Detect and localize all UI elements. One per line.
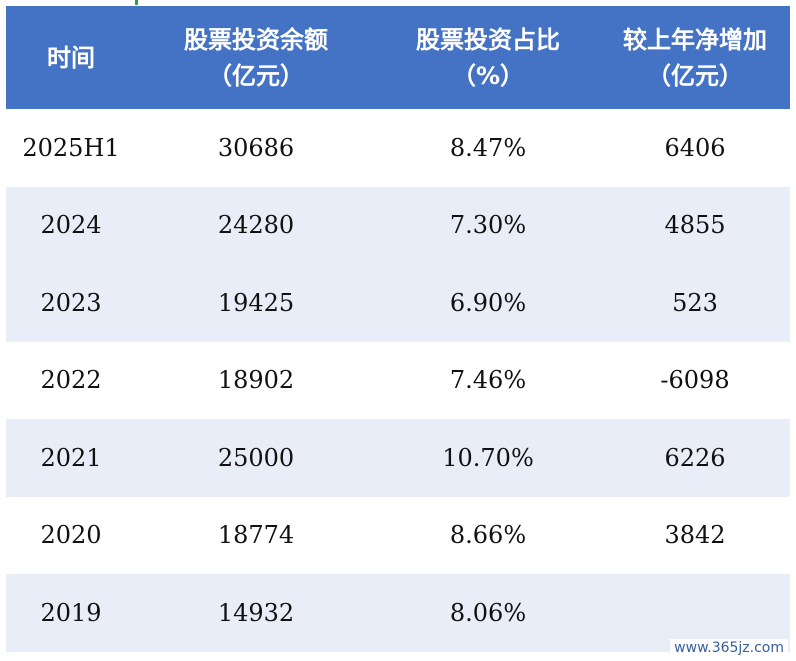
cell-balance: 19425 <box>217 288 295 317</box>
cell-increase: 523 <box>672 288 718 317</box>
cell-balance: 24280 <box>217 211 295 240</box>
cell-time: 2022 <box>40 366 102 395</box>
cell-time: 2025H1 <box>22 133 120 162</box>
data-table: 时间 股票投资余额 （亿元） 股票投资占比 （%） 较上年净增加 （亿元） 20… <box>6 6 790 652</box>
cell-ratio: 10.70% <box>442 443 534 472</box>
cell-increase: -6098 <box>660 366 730 395</box>
table-row: 2023 19425 6.90% 523 <box>6 264 790 342</box>
cell-ratio: 7.30% <box>449 211 527 240</box>
cell-ratio: 8.06% <box>449 598 527 627</box>
cell-ratio: 7.46% <box>449 366 527 395</box>
cell-ratio: 6.90% <box>449 288 527 317</box>
cell-increase: 6226 <box>664 443 726 472</box>
cell-ratio: 8.66% <box>449 521 527 550</box>
table-row: 2022 18902 7.46% -6098 <box>6 342 790 420</box>
table-row: 2019 14932 8.06% <box>6 574 790 652</box>
watermark: www.365jz.com <box>670 639 788 657</box>
cell-balance: 18774 <box>217 521 295 550</box>
cell-time: 2024 <box>40 211 102 240</box>
cell-balance: 30686 <box>217 133 295 162</box>
header-net-increase: 较上年净增加 （亿元） <box>623 25 767 90</box>
cell-time: 2023 <box>40 288 102 317</box>
header-stock-ratio: 股票投资占比 （%） <box>416 25 560 90</box>
cell-balance: 18902 <box>217 366 295 395</box>
header-stock-balance: 股票投资余额 （亿元） <box>184 25 328 90</box>
cell-ratio: 8.47% <box>449 133 527 162</box>
table-row: 2020 18774 8.66% 3842 <box>6 497 790 575</box>
table-header: 时间 股票投资余额 （亿元） 股票投资占比 （%） 较上年净增加 （亿元） <box>6 6 790 109</box>
cell-increase: 6406 <box>664 133 726 162</box>
table-row: 2024 24280 7.30% 4855 <box>6 186 790 264</box>
cell-time: 2019 <box>40 598 102 627</box>
cell-increase: 3842 <box>664 521 726 550</box>
table-row: 2021 25000 10.70% 6226 <box>6 419 790 497</box>
table-row: 2025H1 30686 8.47% 6406 <box>6 109 790 187</box>
cell-time: 2021 <box>40 443 102 472</box>
cell-increase: 4855 <box>664 211 726 240</box>
corner-mark <box>135 0 138 5</box>
header-time: 时间 <box>47 43 95 72</box>
cell-balance: 25000 <box>217 443 295 472</box>
cell-time: 2020 <box>40 521 102 550</box>
cell-balance: 14932 <box>217 598 295 627</box>
